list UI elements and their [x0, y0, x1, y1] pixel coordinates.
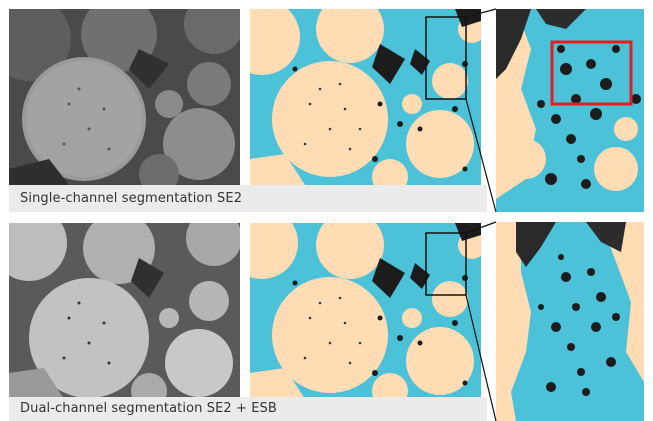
row1-grayscale-image [9, 9, 240, 185]
row2-zoomed-detail-image [496, 222, 644, 421]
row1-zoomed-detail-image [496, 9, 644, 212]
row2-segmentation-image [250, 223, 481, 399]
row1-segmentation-image [250, 9, 481, 185]
row1-caption: Single-channel segmentation SE2 [9, 185, 487, 212]
row1-highlight-box [550, 40, 633, 106]
row2-caption: Dual-channel segmentation SE2 + ESB [9, 397, 487, 421]
row2-grayscale-image [9, 223, 240, 399]
row1-zoom-region-box [425, 16, 467, 100]
row2-zoom-region-box [425, 232, 467, 296]
